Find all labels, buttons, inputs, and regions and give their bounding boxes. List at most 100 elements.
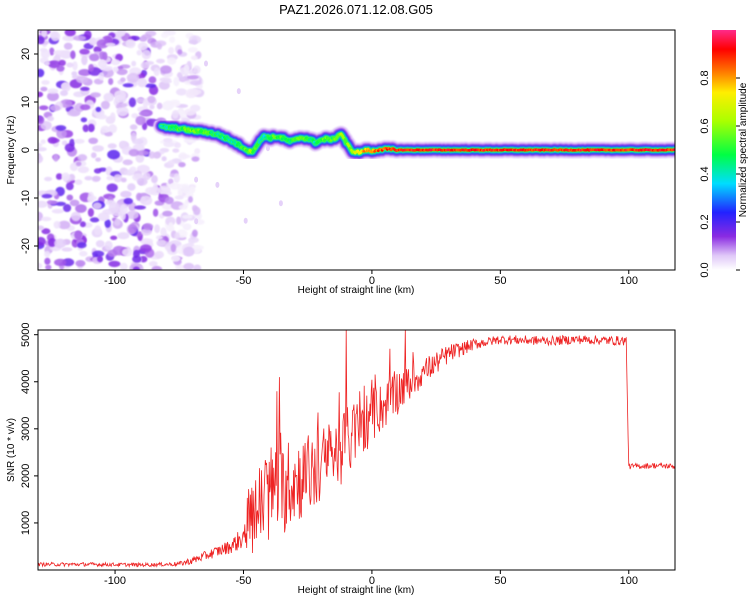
noise-cell [119,140,126,147]
noise-cell [67,110,81,117]
noise-cell [50,138,60,143]
y-tick-label: 4000 [20,370,32,394]
colorbar-tick-label: 0.2 [699,214,711,229]
noise-cell [116,68,128,76]
noise-cell [98,72,105,81]
noise-cell [125,39,136,49]
noise-cell [156,43,163,50]
noise-cell [46,200,58,205]
colorbar-tick-label: 0.4 [699,166,711,181]
noise-cell [76,75,89,84]
noise-cell [160,65,172,74]
noise-cell [61,172,70,181]
noise-cell [38,36,45,45]
noise-cell [151,175,158,184]
noise-cell [54,238,67,249]
noise-cell [107,143,117,149]
noise-cell [131,60,137,67]
spectrogram-y-ticks: -20 -10 0 10 20 [20,48,38,254]
noise-cell [108,124,117,134]
noise-cell [61,140,68,146]
noise-cell [153,182,158,193]
noise-cell [53,221,61,229]
noise-cell [79,221,86,228]
noise-cell [148,151,156,159]
noise-cell [154,224,161,234]
noise-cell [132,255,142,263]
noise-cell [127,183,136,191]
noise-cell [136,178,148,186]
noise-cell [148,261,158,267]
snr-series-line [38,330,675,569]
noise-cell [134,205,147,210]
noise-cell [44,176,53,182]
noise-cell [92,250,105,258]
noise-cell [137,42,148,51]
noise-cell [138,111,150,116]
noise-cell [155,235,163,240]
noise-cell [38,91,44,98]
snr-y-axis-label: SNR (10 * v/v) [6,418,17,482]
noise-cell [178,154,191,159]
y-tick-label: 2000 [20,464,32,488]
noise-cell [162,79,172,84]
noise-cell [126,210,139,220]
noise-cell [96,114,108,120]
noise-cell [110,59,121,66]
noise-cell [39,47,48,53]
noise-cell [53,154,59,162]
noise-cell [77,242,87,249]
noise-cell [131,113,139,119]
noise-cell [81,55,88,66]
noise-cell [170,243,177,253]
noise-cell [147,95,156,104]
noise-cell [149,104,155,110]
noise-cell [164,196,174,205]
colorbar-tick-label: 0.0 [699,262,711,277]
noise-cell [97,212,110,222]
noise-cell [183,246,195,257]
noise-cell [193,264,202,270]
noise-cell [139,244,152,253]
noise-cell [108,202,120,213]
noise-cell [141,34,152,40]
noise-cell [62,35,75,42]
noise-cell [64,143,75,153]
noise-cell [49,104,61,112]
noise-cell [91,152,97,159]
noise-cell [113,174,123,183]
noise-cell [120,177,127,183]
noise-cell [236,88,241,95]
noise-cell [38,200,48,208]
y-tick-label: 3000 [20,417,32,441]
noise-cell [140,228,152,236]
noise-cell [88,64,94,72]
noise-cell [97,59,108,69]
x-tick-label: 50 [494,275,506,287]
noise-cell [181,185,191,193]
noise-cell [74,179,83,185]
noise-cell [87,208,94,217]
y-tick-label: 20 [20,48,32,60]
noise-cell [129,166,137,174]
noise-cell [189,80,202,86]
noise-cell [188,238,195,245]
noise-cell [204,60,208,67]
noise-cell [40,86,48,92]
noise-cell [119,204,128,215]
y-tick-label: 10 [20,96,32,108]
noise-cell [151,265,163,270]
noise-cell [63,42,73,50]
noise-cell [107,149,120,160]
noise-cell [47,88,59,94]
noise-cell [55,173,63,180]
noise-cell [112,66,119,73]
x-tick-label: -100 [104,575,126,587]
noise-cell [188,196,193,203]
noise-cell [194,176,199,183]
noise-cell [63,204,72,212]
spectrogram-x-ticks: -100 -50 0 50 100 [104,270,638,287]
noise-cell [148,76,157,84]
noise-cell [178,162,186,168]
